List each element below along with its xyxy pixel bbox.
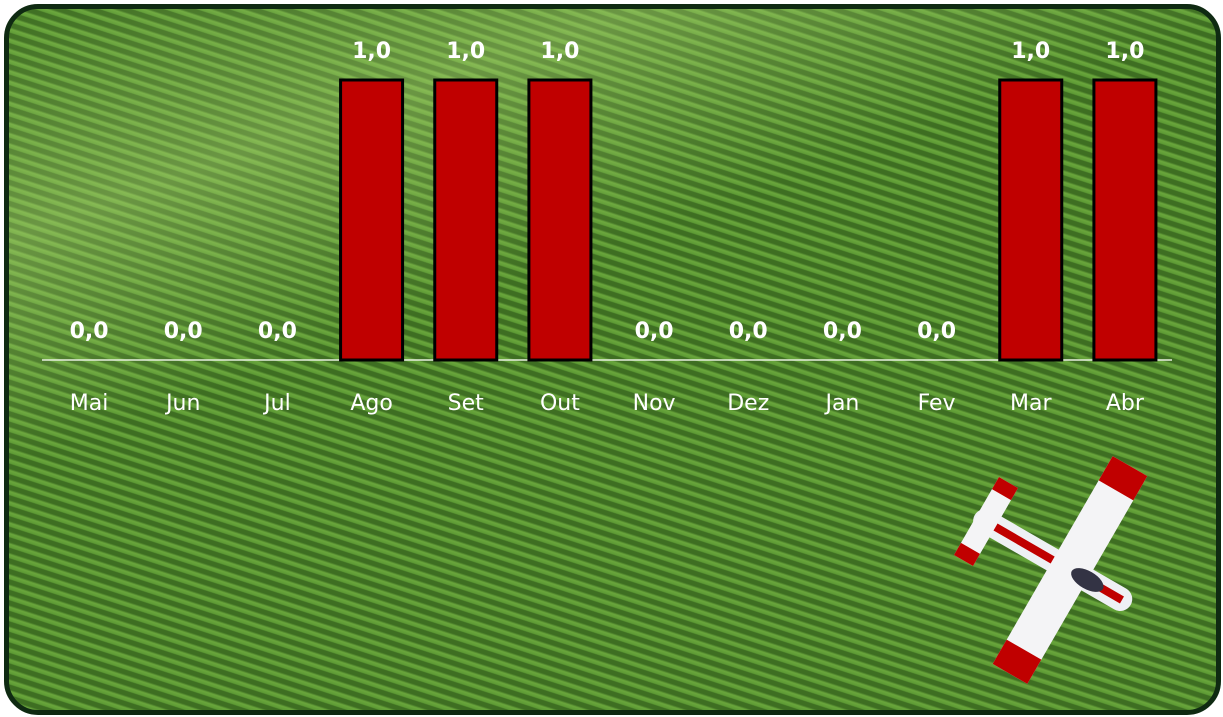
bar bbox=[339, 78, 405, 362]
x-tick-label: Dez bbox=[727, 391, 769, 416]
x-tick-label: Ago bbox=[350, 391, 392, 416]
bar bbox=[433, 78, 499, 362]
value-label: 1,0 bbox=[540, 39, 579, 64]
x-tick-label: Abr bbox=[1106, 391, 1145, 416]
value-label: 1,0 bbox=[446, 39, 485, 64]
value-label: 0,0 bbox=[164, 319, 203, 344]
x-tick-label: Nov bbox=[633, 391, 676, 416]
value-label: 0,0 bbox=[823, 319, 862, 344]
x-tick-label: Jul bbox=[262, 391, 291, 416]
x-tick-label: Set bbox=[448, 391, 485, 416]
bar bbox=[998, 78, 1064, 362]
x-tick-label: Out bbox=[540, 391, 580, 416]
x-tick-label: Jan bbox=[823, 391, 859, 416]
value-label: 1,0 bbox=[352, 39, 391, 64]
bar bbox=[1092, 78, 1158, 362]
bar bbox=[527, 78, 593, 362]
value-label: 0,0 bbox=[729, 319, 768, 344]
x-tick-label: Mai bbox=[70, 391, 109, 416]
x-tick-label: Mar bbox=[1010, 391, 1052, 416]
value-label: 0,0 bbox=[70, 319, 109, 344]
value-label: 0,0 bbox=[635, 319, 674, 344]
x-tick-label: Jun bbox=[164, 391, 200, 416]
value-label: 0,0 bbox=[258, 319, 297, 344]
value-label: 1,0 bbox=[1105, 39, 1144, 64]
airplane bbox=[953, 456, 1148, 684]
value-label: 1,0 bbox=[1011, 39, 1050, 64]
value-label: 0,0 bbox=[917, 319, 956, 344]
x-tick-label: Fev bbox=[918, 391, 956, 416]
